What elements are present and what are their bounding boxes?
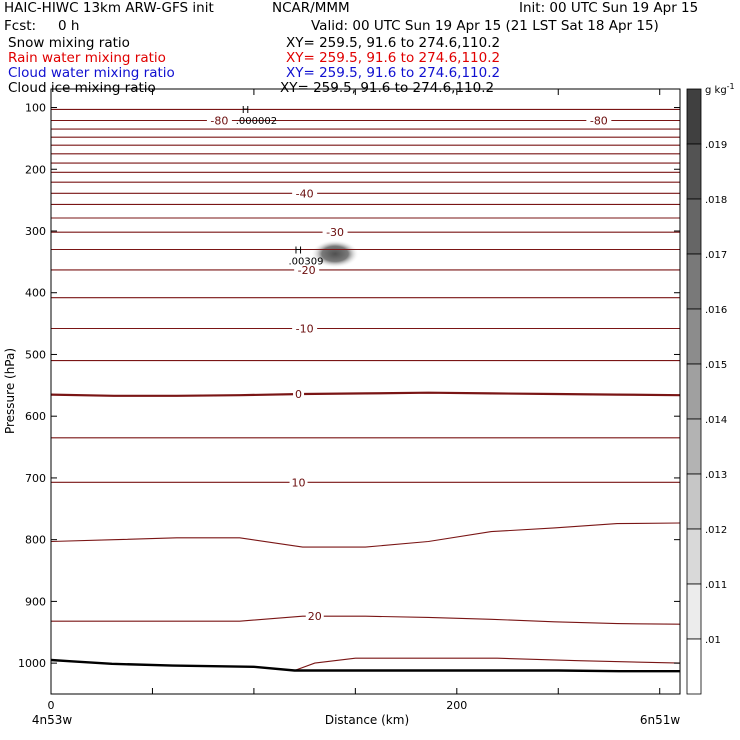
temperature-contour [50, 522, 681, 548]
init-time: Init: 00 UTC Sun 19 Apr 15 [519, 0, 699, 16]
x-tick-label: 0 [48, 699, 55, 712]
x-axis-title: Distance (km) [325, 713, 409, 727]
colorbar-tick-label: .018 [705, 195, 727, 206]
colorbar-tick-label: .017 [705, 250, 727, 261]
y-tick-label: 600 [25, 410, 46, 423]
contour-label: -10 [296, 323, 314, 336]
contour-label: -20 [298, 264, 316, 277]
field-xy-snow: XY= 259.5, 91.6 to 274.6,110.2 [286, 35, 501, 51]
colorbar-cell [686, 528, 702, 585]
rain-maximum-shading [311, 239, 360, 268]
colorbar-tick-label: .014 [705, 415, 727, 426]
x-tick-label: 200 [446, 699, 467, 712]
colorbar-tick-label: .015 [705, 360, 727, 371]
y-tick-label: 900 [25, 595, 46, 608]
contour-label: 20 [308, 610, 322, 623]
y-tick-label: 200 [25, 163, 46, 176]
y-tick-label: 400 [25, 287, 46, 300]
colorbar-tick-label: .019 [705, 140, 727, 151]
colorbar-cell [686, 583, 702, 640]
field-xy-rain: XY= 259.5, 91.6 to 274.6,110.2 [286, 50, 501, 66]
field-name-cloudwater: Cloud water mixing ratio [8, 65, 175, 81]
colorbar-cell [686, 88, 702, 145]
x-end-location: 6n51w [640, 713, 681, 727]
contour-label: -80 [210, 114, 228, 127]
y-tick-label: 500 [25, 348, 46, 361]
colorbar-tick-label: .01 [705, 635, 721, 646]
y-tick-label: 800 [25, 534, 46, 547]
valid-time: Valid: 00 UTC Sun 19 Apr 15 (21 LST Sat … [311, 18, 659, 34]
high-value: .00309 [288, 257, 323, 268]
contour-label: -80 [590, 114, 608, 127]
org-label: NCAR/MMM [272, 0, 350, 16]
colorbar-cell [686, 638, 702, 695]
temperature-contour [51, 615, 681, 625]
y-tick-label: 1000 [18, 657, 46, 670]
high-marker: H [242, 105, 250, 116]
plot-frame [50, 88, 681, 695]
colorbar-cell [686, 473, 702, 530]
y-axis-title: Pressure (hPa) [3, 348, 17, 434]
field-xy-cloudwater: XY= 259.5, 91.6 to 274.6,110.2 [286, 65, 501, 81]
fcst-value: 0 h [58, 18, 80, 34]
contour-label: -40 [296, 187, 314, 200]
x-start-location: 4n53w [32, 713, 73, 727]
y-tick-label: 700 [25, 472, 46, 485]
high-value: .000002 [236, 116, 277, 127]
colorbar-tick-label: .012 [705, 525, 727, 536]
colorbar-tick-label: .011 [705, 580, 727, 591]
colorbar-cell [686, 418, 702, 475]
colorbar-tick-label: .016 [705, 305, 727, 316]
terrain-surface-line [50, 658, 680, 673]
colorbar-unit: g kg-1 [705, 82, 735, 96]
contour-label: 10 [292, 476, 306, 489]
colorbar-cell [686, 308, 702, 365]
temperature-contour [294, 657, 681, 672]
y-tick-label: 100 [25, 102, 46, 115]
run-title: HAIC-HIWC 13km ARW-GFS init [4, 0, 214, 16]
y-tick-label: 300 [25, 225, 46, 238]
fcst-label: Fcst: [4, 18, 37, 34]
contour-label: 0 [295, 388, 302, 401]
colorbar-cell [686, 363, 702, 420]
field-name-rain: Rain water mixing ratio [8, 50, 166, 66]
field-xy-cloudice: XY= 259.5, 91.6 to 274.6,110.2 [280, 80, 495, 96]
field-name-snow: Snow mixing ratio [8, 35, 130, 51]
colorbar-cell [686, 253, 702, 310]
high-marker: H [294, 246, 302, 257]
contour-label: -30 [326, 226, 344, 239]
colorbar-cell [686, 198, 702, 255]
temperature-contour [50, 391, 681, 397]
colorbar-tick-label: .013 [705, 470, 727, 481]
field-name-cloudice: Cloud ice mixing ratio [8, 80, 156, 96]
colorbar-cell [686, 143, 702, 200]
